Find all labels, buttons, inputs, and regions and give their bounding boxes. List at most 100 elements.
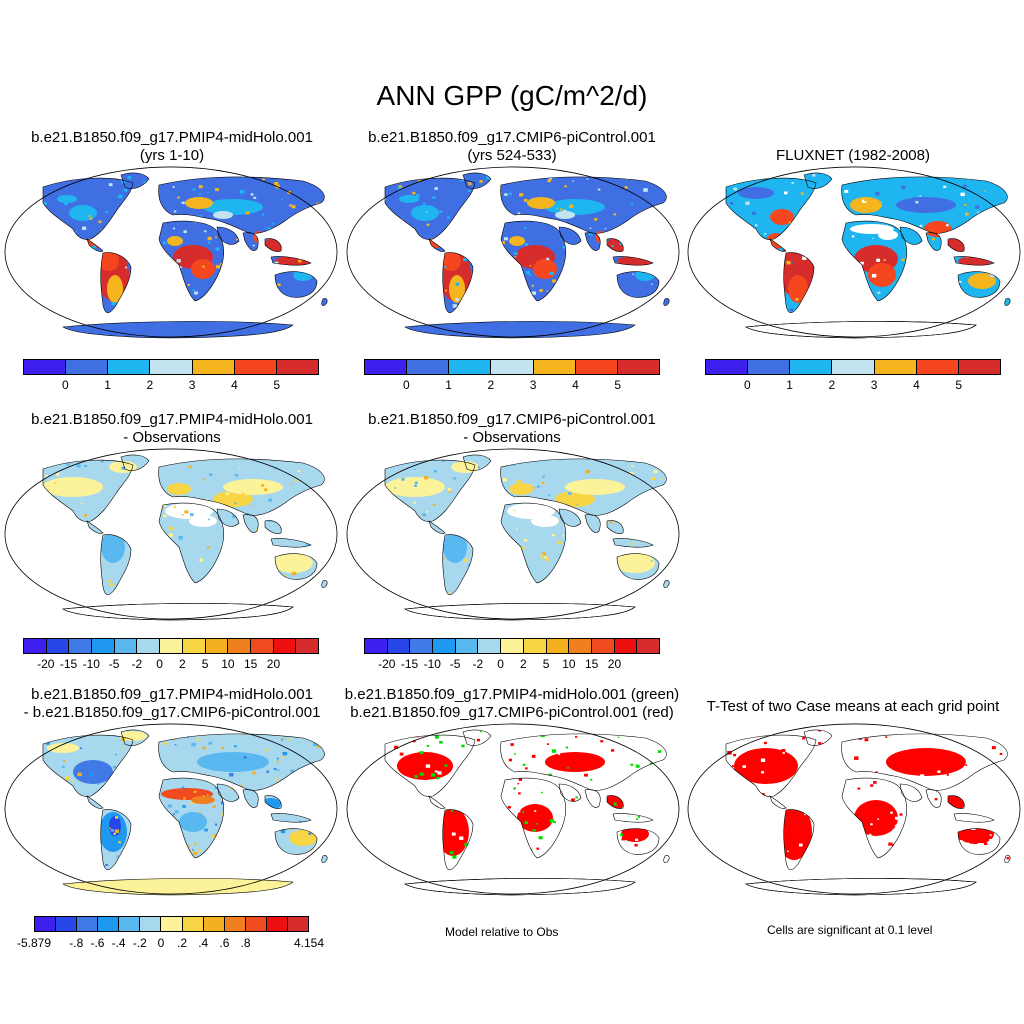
grid-cell: [542, 868, 546, 872]
grid-cell: [496, 259, 502, 263]
grid-cell: [328, 481, 332, 484]
grid-cell: [252, 808, 255, 810]
grid-cell: [900, 862, 902, 864]
grid-cell: [277, 779, 280, 782]
grid-cell: [760, 279, 764, 282]
grid-cell: [463, 558, 468, 562]
grid-cell: [461, 744, 465, 748]
grid-cell: [240, 785, 243, 788]
grid-cell: [392, 536, 395, 538]
grid-cell: [760, 836, 764, 840]
grid-cell: [584, 773, 588, 777]
grid-cell: [977, 211, 980, 214]
grid-cell: [264, 811, 268, 815]
grid-cell: [89, 552, 93, 556]
field-patch: [449, 275, 465, 303]
colorbar-tick-label: 3: [529, 378, 537, 392]
coastline: [264, 795, 282, 809]
grid-cell: [77, 772, 82, 776]
grid-cell: [113, 832, 116, 835]
grid-cell: [45, 245, 48, 248]
grid-cell: [564, 185, 567, 188]
field-patch: [189, 515, 217, 527]
grid-cell: [981, 775, 985, 779]
coastline: [616, 828, 660, 855]
grid-cell: [453, 737, 457, 741]
grid-cell: [421, 844, 425, 848]
grid-cell: [564, 276, 567, 278]
grid-cell: [328, 533, 332, 536]
grid-cell: [785, 823, 789, 826]
grid-cell: [288, 870, 291, 872]
grid-cell: [617, 736, 620, 738]
colorbar-swatch: [77, 917, 99, 931]
grid-cell: [137, 806, 141, 810]
grid-cell: [174, 744, 177, 746]
grid-cell: [992, 731, 995, 734]
grid-cell: [212, 835, 216, 839]
grid-cell: [760, 739, 766, 744]
grid-cell: [414, 775, 418, 778]
grid-cell: [864, 197, 869, 202]
grid-cell: [382, 854, 384, 856]
coastline: [584, 514, 601, 533]
grid-cell: [43, 257, 44, 261]
grid-cell: [124, 523, 129, 528]
coastline: [957, 828, 1001, 855]
grid-cell: [480, 849, 484, 852]
coastline: [158, 220, 225, 302]
grid-cell: [534, 810, 537, 812]
grid-cell: [288, 799, 291, 802]
grid-cell: [955, 821, 959, 824]
grid-cell: [140, 471, 144, 474]
map-picontrol-minus-obs: [345, 447, 681, 621]
grid-cell: [315, 533, 319, 536]
grid-cell: [232, 514, 237, 519]
grid-cell: [821, 834, 825, 837]
grid-cell: [333, 576, 336, 578]
grid-cell: [437, 561, 440, 564]
grid-cell: [653, 839, 655, 841]
grid-cell: [521, 546, 525, 550]
coastline: [612, 256, 654, 266]
grid-cell: [479, 180, 483, 183]
grid-cell: [503, 456, 508, 460]
coastline: [384, 734, 476, 797]
grid-cell: [635, 782, 638, 785]
field-patch: [766, 233, 786, 249]
grid-cell: [475, 247, 479, 250]
coastline: [120, 172, 150, 189]
grid-cell: [313, 857, 318, 861]
grid-cell: [281, 829, 286, 834]
grid-cell: [632, 273, 634, 275]
landmass-ant: [404, 603, 636, 621]
field-patch: [191, 259, 215, 279]
grid-cell: [768, 798, 771, 801]
grid-cell: [214, 786, 217, 789]
colorbar-swatch: [56, 917, 78, 931]
grid-cell: [395, 822, 398, 825]
grid-cell: [105, 517, 108, 520]
grid-cell: [808, 868, 810, 871]
grid-cell: [884, 856, 889, 861]
grid-cell: [115, 786, 119, 789]
grid-cell: [965, 842, 969, 846]
grid-cell: [729, 212, 732, 215]
grid-cell: [292, 571, 297, 576]
grid-cell: [302, 800, 307, 805]
grid-cell: [105, 210, 108, 213]
grid-cell: [437, 771, 442, 775]
grid-cell: [672, 749, 674, 751]
grid-cell: [733, 753, 737, 757]
grid-cell: [959, 281, 962, 283]
grid-cell: [286, 523, 289, 525]
grid-cell: [829, 772, 833, 776]
grid-cell: [632, 266, 637, 270]
grid-cell: [206, 546, 210, 549]
grid-cell: [901, 185, 906, 189]
grid-cell: [189, 517, 192, 519]
colorbar-swatch: [66, 360, 109, 374]
coastline: [1004, 855, 1011, 863]
grid-cell: [963, 184, 967, 188]
grid-cell: [867, 746, 871, 749]
